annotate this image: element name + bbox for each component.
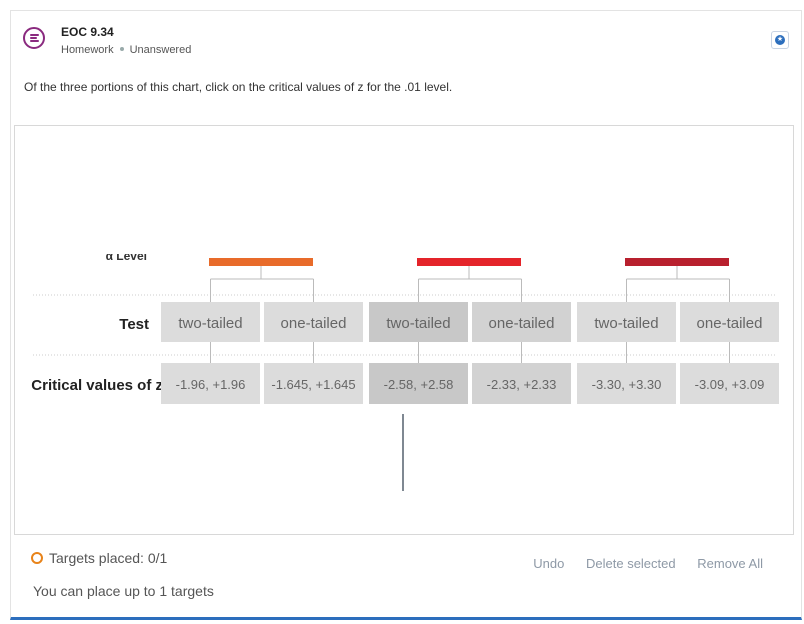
alpha-bar-3 [625,258,729,266]
test-cell-label: one-tailed [697,315,763,332]
question-type: Homework [61,44,114,56]
critical-value-label: -3.30, +3.30 [592,377,662,392]
question-title: EOC 9.34 [61,25,114,39]
critical-value-cell[interactable] [264,363,363,404]
test-cell[interactable] [577,302,676,342]
chart-group-2[interactable]: two-tailed -2.58, +2.58 one-tailed -2.33, +… [369,258,571,404]
critical-value-cell[interactable] [577,363,676,404]
critical-value-cell[interactable] [369,363,468,404]
question-card: EOC 9.34 Homework Unanswered ★ Of the thr… [10,10,802,620]
targets-limit-text: You can place up to 1 targets [33,583,214,599]
bookmark-button[interactable]: ★ [771,31,789,49]
targets-placed-text: Targets placed: 0/1 [49,549,168,566]
test-cell[interactable] [264,302,363,342]
delete-selected-button[interactable]: Delete selected [586,556,676,571]
alpha-bar-1 [209,258,313,266]
test-cell-label: two-tailed [386,315,450,332]
critical-value-label: -3.09, +3.09 [695,377,765,392]
row-label-critical-values: Critical values of z [31,377,163,394]
targets-status: Targets placed: 0/1 [31,549,167,567]
question-bubble-icon [23,27,45,49]
test-cell[interactable] [369,302,468,342]
undo-button[interactable]: Undo [533,556,565,571]
critical-value-label: -1.96, +1.96 [176,377,246,392]
chart-group-1[interactable]: two-tailed -1.96, +1.96 one-tailed -1.645, … [161,258,363,404]
critical-value-label: -2.58, +2.58 [384,377,454,392]
critical-value-cell[interactable] [680,363,779,404]
separator-dot [119,47,124,52]
target-ring-icon [31,551,43,564]
critical-value-cell[interactable] [161,363,260,404]
test-cell-label: one-tailed [489,315,555,332]
critical-value-label: -1.645, +1.645 [271,377,355,392]
hotspot-image-area[interactable]: α Level Test Critical values of z two-ta… [14,125,794,535]
critical-value-cell[interactable] [472,363,571,404]
target-actions: Undo Delete selected Remove All [515,556,763,571]
remove-all-button[interactable]: Remove All [697,556,763,571]
question-status: Unanswered [129,44,192,56]
critical-values-chart[interactable]: α Level Test Critical values of z two-ta… [15,126,794,535]
star-icon: ★ [775,35,785,45]
row-label-test: Test [119,316,149,333]
chart-group-3[interactable]: two-tailed -3.30, +3.30 one-tailed -3.09, +… [577,258,779,404]
question-prompt: Of the three portions of this chart, cli… [24,80,453,94]
critical-value-label: -2.33, +2.33 [487,377,557,392]
test-cell-label: two-tailed [178,315,242,332]
alpha-bar-2 [417,258,521,266]
test-cell-label: one-tailed [281,315,347,332]
test-cell[interactable] [680,302,779,342]
question-meta: Homework Unanswered [61,44,191,56]
test-cell[interactable] [472,302,571,342]
test-cell-label: two-tailed [594,315,658,332]
test-cell[interactable] [161,302,260,342]
